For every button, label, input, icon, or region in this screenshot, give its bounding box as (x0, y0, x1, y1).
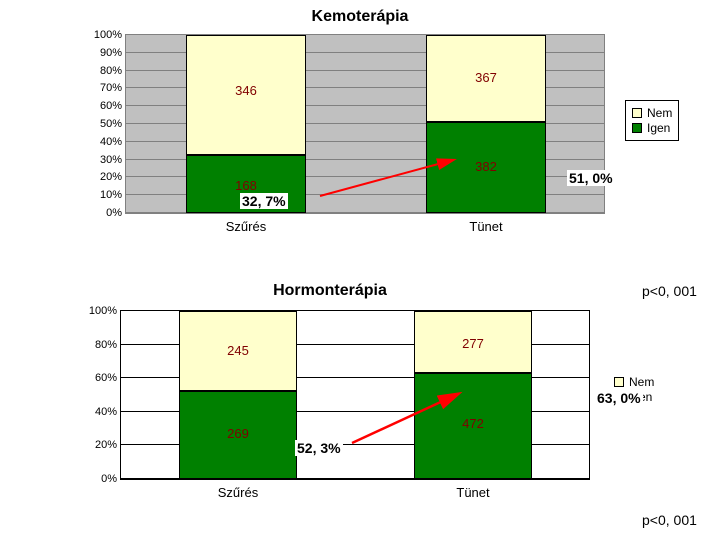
ytick: 80% (100, 65, 122, 77)
chart1-callout-left: 32, 7% (240, 193, 288, 209)
ytick: 40% (95, 406, 117, 418)
ytick: 80% (95, 339, 117, 351)
swatch-igen (632, 123, 642, 133)
bar-value: 367 (475, 70, 497, 85)
ytick: 20% (100, 171, 122, 183)
chart2-pvalue-bottom: p<0, 001 (642, 512, 697, 528)
bar-value: 168 (235, 178, 257, 193)
chart1-bar-tunet-igen: 382 (426, 122, 546, 213)
chart1-title: Kemoterápia (0, 4, 720, 26)
bar-value: 382 (475, 159, 497, 174)
chart2-xlabel-1: Tünet (456, 485, 489, 500)
ytick: 0% (106, 207, 122, 219)
chart1-legend: Nem Igen (625, 100, 679, 141)
ytick: 90% (100, 47, 122, 59)
chart2-callout-right: 63, 0% (595, 390, 643, 406)
bar-value: 277 (462, 336, 484, 351)
ytick: 50% (100, 118, 122, 130)
bar-value: 472 (462, 416, 484, 431)
bar-value: 346 (235, 83, 257, 98)
chart2-bar-tunet-igen: 472 (414, 373, 532, 479)
chart1-bar-tunet-nem: 367 (426, 35, 546, 122)
ytick: 70% (100, 82, 122, 94)
legend-item-nem: Nem (614, 375, 654, 389)
ytick: 60% (95, 372, 117, 384)
chart1: 0% 10% 20% 30% 40% 50% 60% 70% 80% 90% 1… (70, 30, 690, 240)
ytick: 100% (94, 29, 122, 41)
bar-value: 269 (227, 426, 249, 441)
chart1-plot: 0% 10% 20% 30% 40% 50% 60% 70% 80% 90% 1… (125, 34, 605, 214)
chart2-title: Hormonterápia (0, 278, 660, 300)
chart2-pvalue-top: p<0, 001 (642, 283, 697, 299)
ytick: 30% (100, 154, 122, 166)
swatch-nem (632, 108, 642, 118)
chart2: 0% 20% 40% 60% 80% 100% 269 245 Szűrés 4… (50, 300, 690, 510)
chart2-bar-tunet-nem: 277 (414, 311, 532, 373)
chart2-plot: 0% 20% 40% 60% 80% 100% 269 245 Szűrés 4… (120, 310, 590, 480)
chart2-bar-szures-nem: 245 (179, 311, 297, 391)
ytick: 20% (95, 439, 117, 451)
ytick: 10% (100, 189, 122, 201)
ytick: 100% (89, 305, 117, 317)
chart1-callout-right: 51, 0% (567, 170, 615, 186)
legend-label: Nem (629, 375, 654, 389)
legend-label: Igen (647, 121, 670, 135)
ytick: 0% (101, 473, 117, 485)
chart2-callout-left: 52, 3% (295, 440, 343, 456)
ytick: 60% (100, 100, 122, 112)
legend-item-igen: Igen (632, 121, 672, 135)
bar-value: 245 (227, 343, 249, 358)
swatch-nem (614, 377, 624, 387)
chart1-bar-szures-nem: 346 (186, 35, 306, 155)
legend-label: Nem (647, 106, 672, 120)
chart2-bar-szures-igen: 269 (179, 391, 297, 479)
chart1-xlabel-0: Szűrés (226, 219, 266, 234)
ytick: 40% (100, 136, 122, 148)
chart2-xlabel-0: Szűrés (218, 485, 258, 500)
chart1-xlabel-1: Tünet (469, 219, 502, 234)
legend-item-nem: Nem (632, 106, 672, 120)
